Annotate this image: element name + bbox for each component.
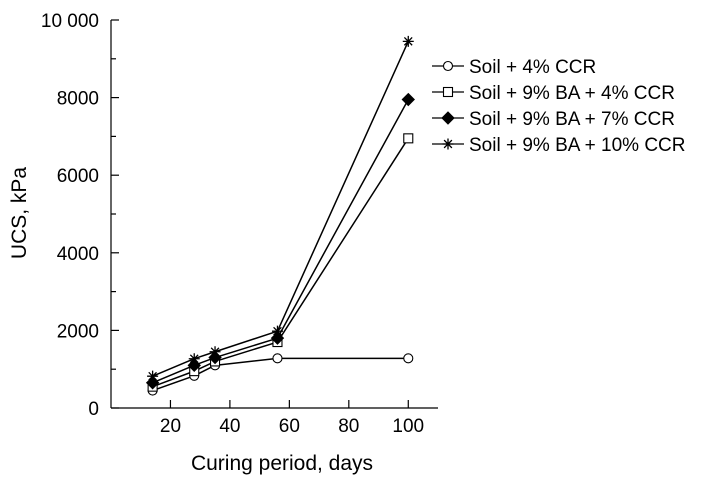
series-2 [147, 133, 414, 392]
legend: Soil + 4% CCR Soil + 9% BA + 4% CCR Soil +… [432, 57, 686, 156]
x-tick-label: 100 [392, 416, 424, 437]
series-4 [147, 35, 414, 382]
legend-label: Soil + 9% BA + 10% CCR [469, 135, 686, 156]
data-point [270, 331, 285, 345]
x-tick-label: 60 [279, 416, 300, 437]
series-line [152, 137, 409, 388]
data-point [147, 370, 159, 382]
legend-item-4: Soil + 9% BA + 10% CCR [432, 135, 686, 156]
y-tick-label: 0 [88, 399, 99, 420]
series-3 [145, 92, 415, 390]
data-point [209, 346, 221, 358]
legend-marker [442, 60, 454, 72]
x-tick-label: 20 [160, 416, 181, 437]
legend-item-1: Soil + 4% CCR [432, 57, 596, 78]
data-point [188, 353, 200, 365]
series-1 [147, 353, 414, 396]
series-line [152, 41, 409, 377]
axes: 0 2000 4000 6000 8000 10 000 20 40 60 80 100 [41, 11, 438, 437]
legend-marker [442, 138, 454, 150]
legend-item-2: Soil + 9% BA + 4% CCR [432, 83, 675, 104]
y-tick-label: 4000 [57, 244, 99, 265]
y-tick-label: 6000 [57, 166, 99, 187]
data-point [402, 35, 414, 47]
series-layer [145, 35, 415, 396]
data-point [403, 353, 414, 364]
legend-marker [442, 86, 454, 98]
x-tick-label: 40 [219, 416, 240, 437]
data-point [271, 325, 283, 337]
y-tick-label: 10 000 [41, 11, 99, 32]
data-point [401, 92, 415, 107]
x-axis-title: Curing period, days [191, 452, 373, 475]
x-tick-label: 80 [338, 416, 359, 437]
data-point [272, 353, 283, 364]
y-tick-label: 2000 [57, 321, 99, 342]
y-axis-title: UCS, kPa [8, 167, 31, 260]
legend-item-3: Soil + 9% BA + 7% CCR [432, 109, 675, 130]
legend-label: Soil + 4% CCR [469, 57, 596, 78]
data-point [403, 133, 414, 144]
legend-label: Soil + 9% BA + 4% CCR [469, 83, 675, 104]
legend-label: Soil + 9% BA + 7% CCR [469, 109, 675, 130]
y-tick-label: 8000 [57, 89, 99, 110]
legend-marker [441, 111, 455, 125]
